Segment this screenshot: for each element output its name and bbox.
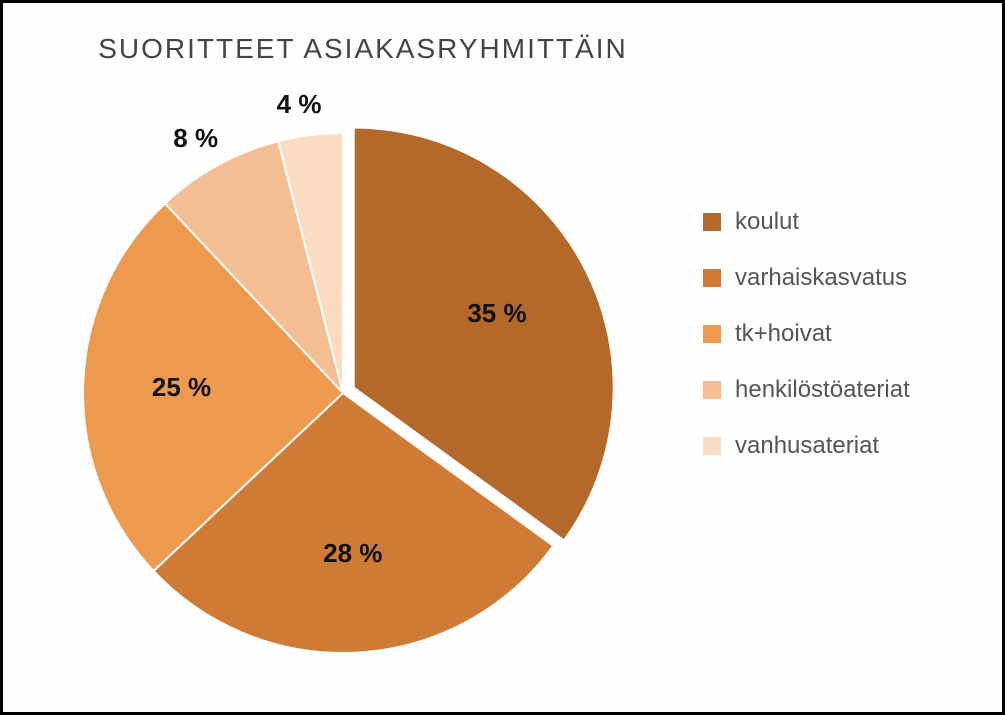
chart-frame: SUORITTEET ASIAKASRYHMITTÄIN 35 % 28 % 25 …: [0, 0, 1005, 715]
legend-label: vanhusateriat: [735, 432, 879, 460]
slice-label: 35 %: [467, 298, 526, 329]
legend-swatch: [703, 437, 721, 455]
legend-item: henkilöstöateriat: [703, 376, 993, 404]
legend-item: vanhusateriat: [703, 432, 993, 460]
pie-chart: 35 %28 %25 %8 %4 %: [63, 113, 623, 673]
legend-item: varhaiskasvatus: [703, 264, 993, 292]
legend-swatch: [703, 269, 721, 287]
slice-label: 8 %: [173, 123, 218, 154]
legend-label: henkilöstöateriat: [735, 376, 910, 404]
slice-label: 4 %: [277, 89, 322, 120]
legend-item: koulut: [703, 208, 993, 236]
legend-swatch: [703, 213, 721, 231]
legend-swatch: [703, 325, 721, 343]
legend-label: koulut: [735, 208, 799, 236]
legend-label: tk+hoivat: [735, 320, 832, 348]
legend-item: tk+hoivat: [703, 320, 993, 348]
slice-label: 28 %: [323, 538, 382, 569]
legend: koulut varhaiskasvatus tk+hoivat henkilöstö…: [703, 208, 993, 488]
slice-label: 25 %: [152, 372, 211, 403]
chart-title: SUORITTEET ASIAKASRYHMITTÄIN: [3, 33, 723, 65]
legend-label: varhaiskasvatus: [735, 264, 907, 292]
legend-swatch: [703, 381, 721, 399]
